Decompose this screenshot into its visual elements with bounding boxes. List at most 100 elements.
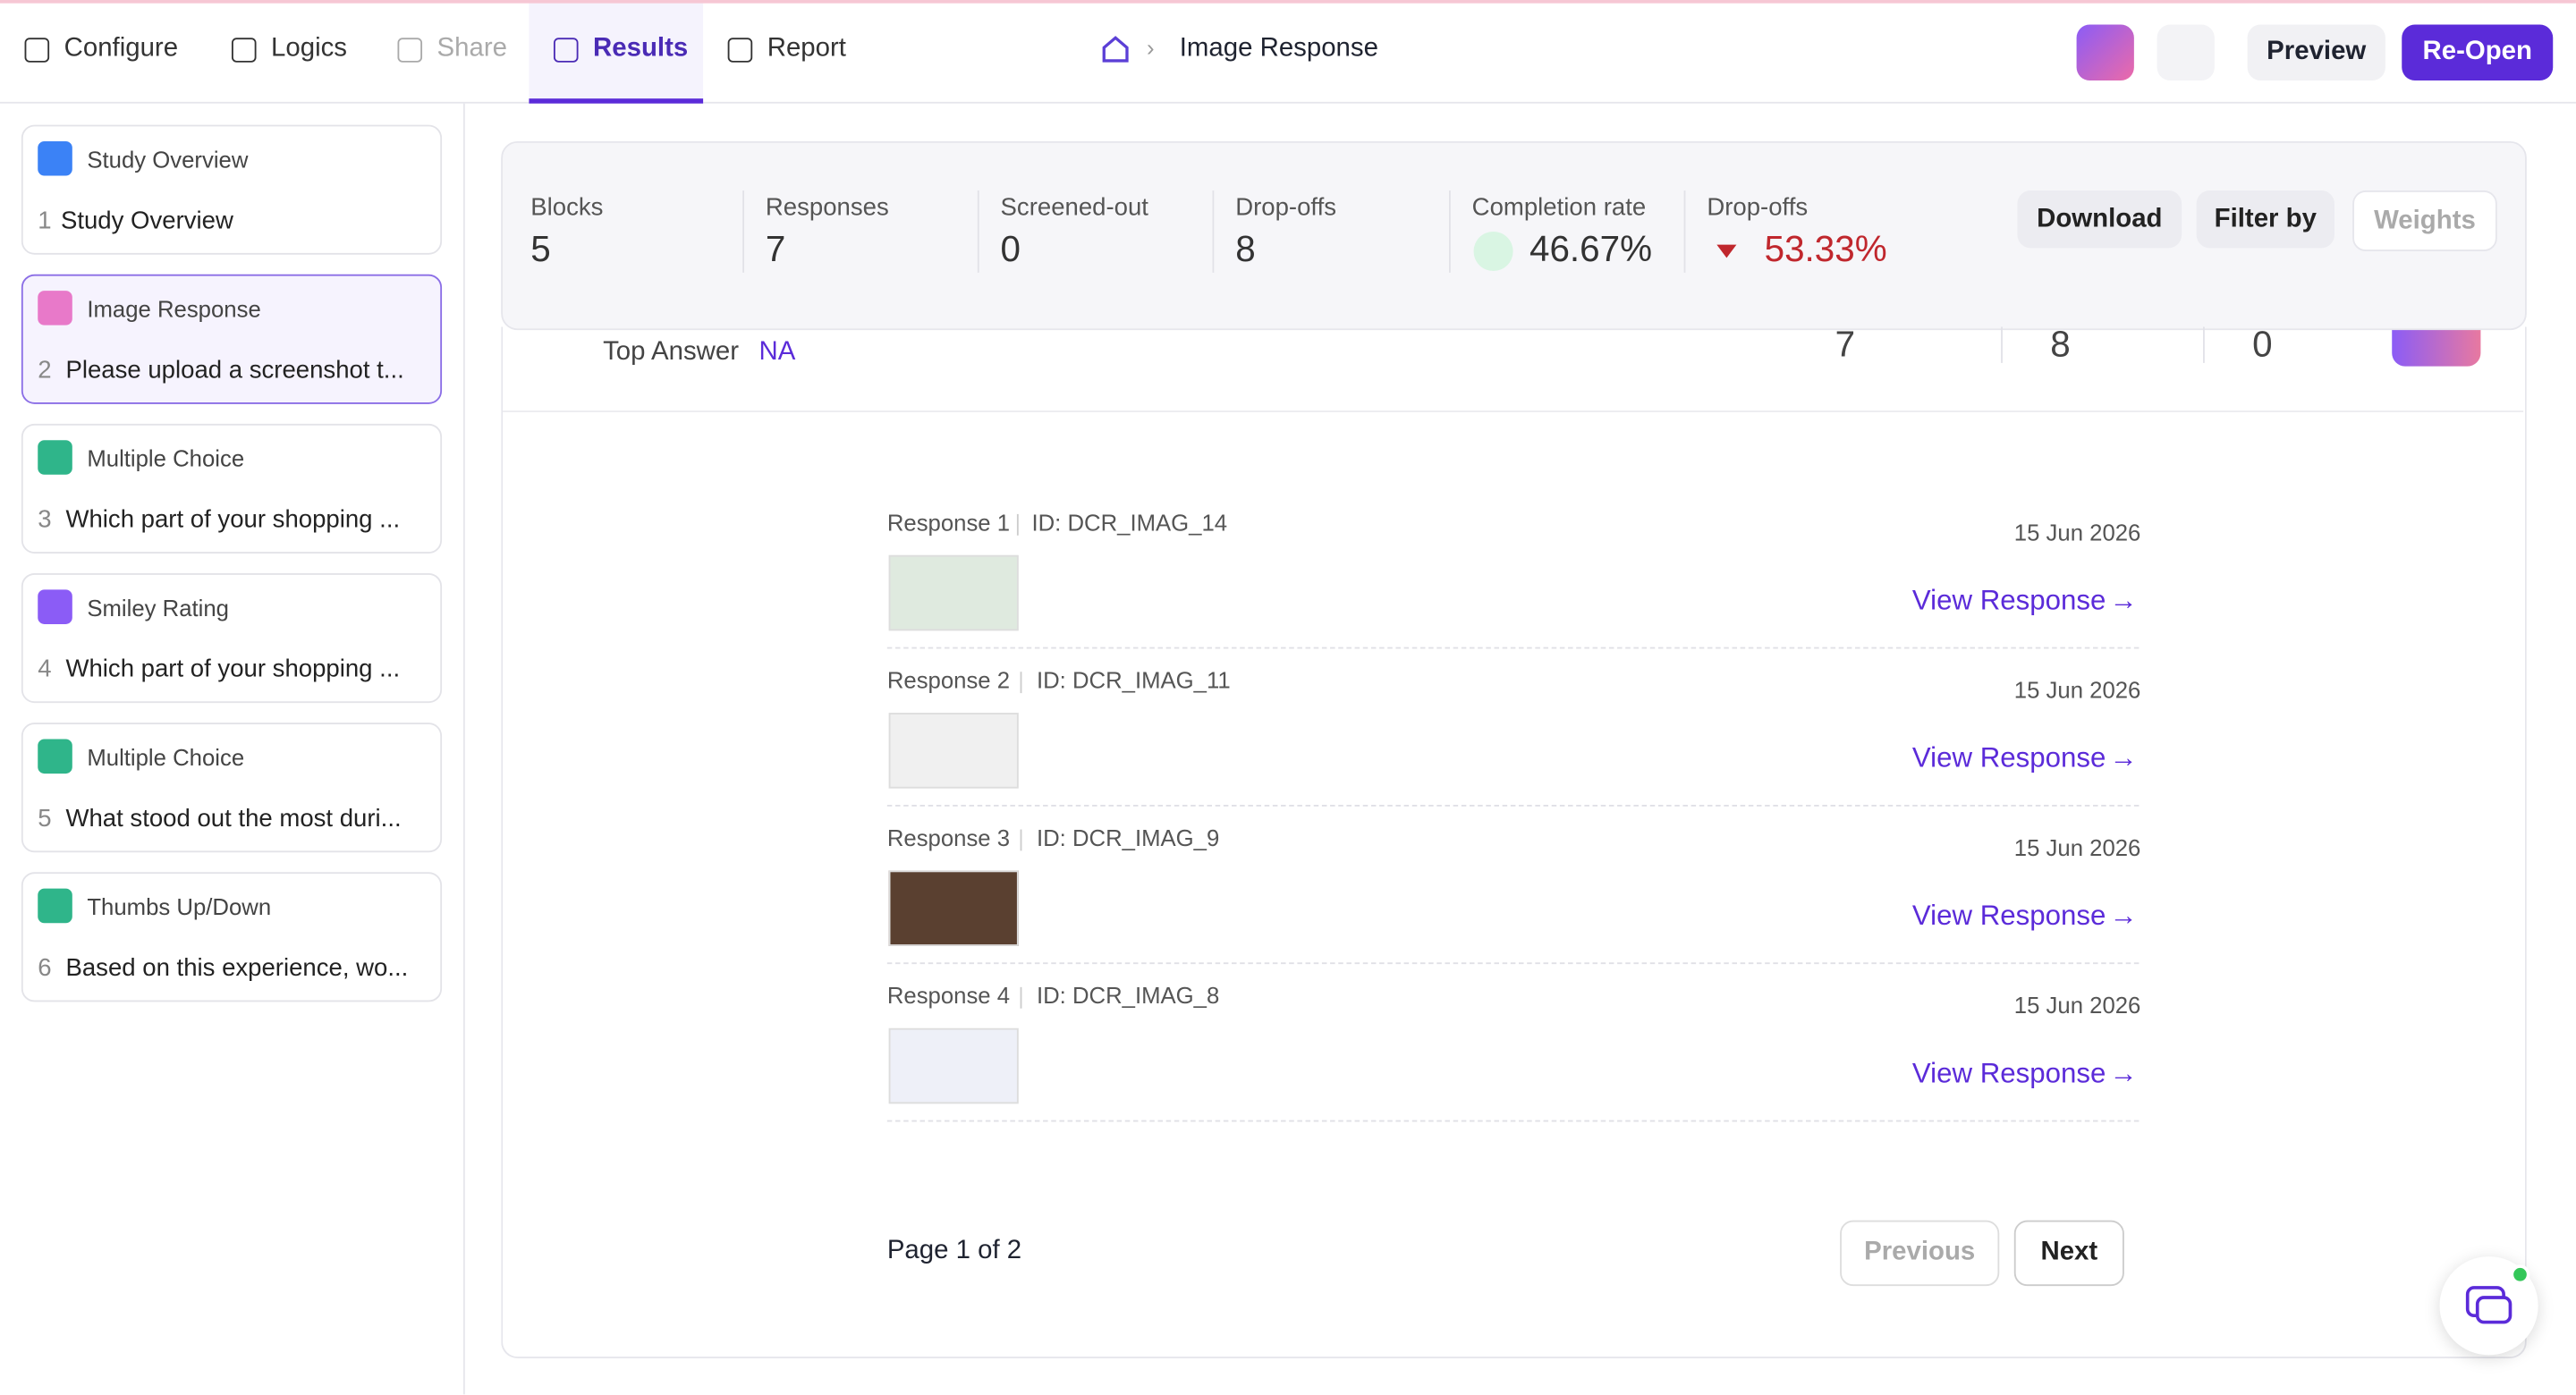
arrow-icon[interactable]: → — [2109, 1057, 2138, 1089]
row-divider — [886, 804, 2140, 807]
label-divider — [1020, 672, 1022, 694]
stat-divider — [977, 190, 979, 273]
thumbnail[interactable] — [888, 1027, 1019, 1104]
block-icon — [38, 739, 72, 774]
response-id: ID: DCR_IMAG_14 — [1031, 509, 1228, 536]
tab-icon — [24, 38, 50, 63]
stat-value: 46.67% — [1529, 228, 1653, 270]
block-number: 4 — [38, 655, 52, 684]
nav-tab[interactable]: Share — [436, 34, 507, 63]
arrow-icon[interactable]: → — [2109, 742, 2138, 774]
top-answer-value: NA — [758, 338, 796, 367]
block-type: Multiple Choice — [87, 744, 245, 771]
stat-label: Blocks — [530, 193, 604, 222]
stat-label: Screened-out — [1000, 193, 1148, 222]
action-button[interactable]: Weights — [2352, 190, 2497, 252]
block-number: 2 — [38, 356, 52, 385]
stats-card — [501, 140, 2527, 331]
sidebar-card[interactable] — [21, 124, 443, 255]
stat-label: Drop-offs — [1235, 193, 1337, 222]
tab-icon — [397, 38, 423, 63]
block-text: Which part of your shopping ... — [65, 505, 401, 534]
block-text: Which part of your shopping ... — [65, 655, 401, 684]
active-tab-bg — [529, 3, 704, 99]
block-text: Based on this experience, wo... — [65, 954, 409, 983]
preview-button[interactable]: Preview — [2247, 24, 2385, 80]
ai-button[interactable] — [2076, 24, 2134, 80]
block-type: Study Overview — [87, 146, 249, 173]
view-response-link[interactable]: View Response — [1911, 742, 2106, 774]
stat-value: 5 — [530, 228, 551, 270]
view-response-link[interactable]: View Response — [1911, 900, 2106, 932]
sidebar-card[interactable] — [21, 573, 443, 704]
count-value: 8 — [2050, 323, 2071, 365]
bar-chip — [2392, 326, 2481, 367]
nav-tab[interactable]: Report — [767, 34, 846, 63]
response-date: 15 Jun 2026 — [2013, 676, 2141, 704]
arrow-icon[interactable]: → — [2109, 900, 2138, 932]
sidebar-card[interactable] — [21, 872, 443, 1002]
stat-value: 7 — [765, 228, 786, 270]
stat-label: Drop-offs — [1707, 193, 1809, 222]
view-response-link[interactable]: View Response — [1911, 584, 2106, 616]
theme-button[interactable] — [2157, 24, 2215, 80]
thumbnail[interactable] — [888, 870, 1019, 946]
block-icon — [38, 589, 72, 624]
stat-value: 0 — [1000, 228, 1021, 270]
block-text: What stood out the most duri... — [65, 804, 402, 833]
stat-value: 53.33% — [1764, 228, 1887, 270]
count-divider — [2001, 326, 2003, 363]
arrow-icon[interactable]: → — [2109, 584, 2138, 616]
block-type: Smiley Rating — [87, 594, 229, 621]
reopen-button[interactable]: Re-Open — [2402, 24, 2554, 80]
block-icon — [38, 888, 72, 924]
block-number: 1 — [38, 207, 52, 235]
thumbnail[interactable] — [888, 554, 1019, 631]
response-id: ID: DCR_IMAG_11 — [1036, 666, 1231, 694]
count-divider — [2203, 326, 2205, 363]
label-divider — [1020, 829, 1022, 851]
nav-tab[interactable]: Configure — [64, 34, 179, 63]
top-answer-label: Top Answer — [603, 338, 739, 367]
previous-button[interactable]: Previous — [1840, 1220, 2000, 1287]
nav-tab[interactable]: Logics — [271, 34, 348, 63]
active-tab-underline — [529, 98, 704, 104]
count-value: 7 — [1835, 323, 1856, 365]
tab-icon — [553, 38, 579, 63]
row-divider — [886, 962, 2140, 965]
action-button[interactable]: Filter by — [2196, 190, 2334, 249]
block-type: Multiple Choice — [87, 444, 245, 472]
sidebar-card[interactable] — [21, 274, 443, 404]
response-label: Response 4 — [886, 982, 1011, 1009]
response-id: ID: DCR_IMAG_8 — [1036, 982, 1220, 1009]
thumbnail[interactable] — [888, 713, 1019, 789]
stat-divider — [742, 190, 745, 273]
block-icon — [38, 440, 72, 475]
block-text: Please upload a screenshot t... — [65, 356, 404, 385]
chevron: › — [1147, 34, 1155, 61]
home-icon[interactable] — [1101, 35, 1131, 64]
response-date: 15 Jun 2026 — [2013, 992, 2141, 1019]
tab-icon — [727, 38, 753, 63]
view-response-link[interactable]: View Response — [1911, 1057, 2106, 1089]
response-id: ID: DCR_IMAG_9 — [1036, 824, 1220, 851]
chat-icon — [2465, 1264, 2530, 1324]
label-divider — [1020, 986, 1022, 1009]
chat-button[interactable] — [2439, 1256, 2538, 1356]
stat-label: Completion rate — [1471, 193, 1647, 222]
stat-divider — [1212, 190, 1215, 273]
sidebar-card[interactable] — [21, 423, 443, 554]
tab-icon — [231, 38, 257, 63]
block-icon — [38, 140, 72, 176]
next-button[interactable]: Next — [2013, 1220, 2124, 1287]
nav-tab[interactable]: Results — [593, 34, 689, 63]
down-triangle — [1716, 244, 1737, 258]
count-value: 0 — [2252, 323, 2273, 365]
row-divider — [503, 410, 2524, 413]
sidebar-card[interactable] — [21, 723, 443, 853]
response-label: Response 3 — [886, 824, 1011, 851]
action-button[interactable]: Download — [2017, 190, 2182, 249]
block-type: Thumbs Up/Down — [87, 893, 272, 920]
